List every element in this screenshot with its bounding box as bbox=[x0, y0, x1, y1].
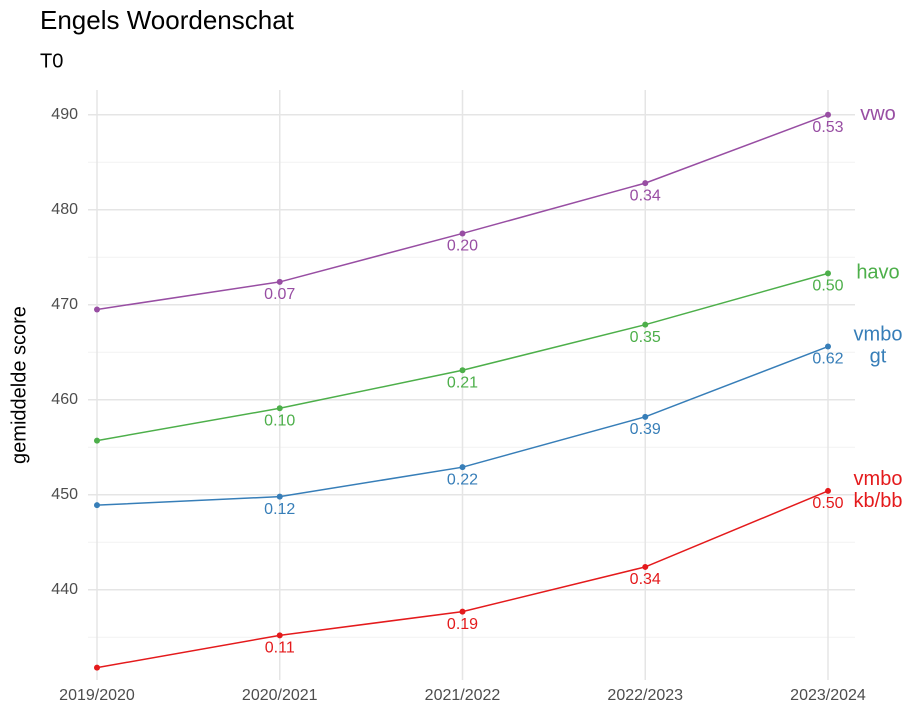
data-point bbox=[276, 278, 283, 285]
x-tick-label: 2020/2021 bbox=[242, 687, 318, 704]
data-point bbox=[94, 306, 100, 313]
data-point bbox=[276, 493, 283, 500]
data-point bbox=[276, 632, 283, 639]
chart-subtitle: T0 bbox=[40, 50, 63, 72]
point-label: 0.10 bbox=[264, 412, 295, 429]
data-point bbox=[94, 664, 100, 671]
data-point bbox=[825, 343, 831, 350]
data-point bbox=[94, 502, 100, 509]
data-point bbox=[825, 270, 831, 277]
x-tick-label: 2022/2023 bbox=[607, 687, 683, 704]
y-tick-label: 470 bbox=[51, 296, 78, 313]
point-label: 0.21 bbox=[447, 374, 478, 391]
point-label: 0.12 bbox=[264, 501, 295, 518]
point-label: 0.22 bbox=[447, 471, 478, 488]
point-label: 0.07 bbox=[264, 286, 295, 303]
point-label: 0.35 bbox=[630, 329, 661, 346]
point-label: 0.62 bbox=[812, 351, 843, 368]
point-label: 0.50 bbox=[812, 495, 843, 512]
data-point bbox=[642, 563, 649, 570]
data-point bbox=[94, 437, 100, 444]
x-tick-label: 2019/2020 bbox=[59, 687, 135, 704]
y-tick-label: 450 bbox=[51, 486, 78, 503]
series-label: havo bbox=[856, 262, 899, 284]
y-tick-label: 480 bbox=[51, 201, 78, 218]
y-tick-label: 440 bbox=[51, 581, 78, 598]
point-label: 0.11 bbox=[265, 640, 295, 657]
y-tick-label: 490 bbox=[51, 106, 78, 123]
data-point bbox=[459, 608, 466, 615]
y-axis-label: gemiddelde score bbox=[8, 306, 30, 464]
data-point bbox=[825, 111, 831, 118]
x-tick-label: 2021/2022 bbox=[425, 687, 501, 704]
data-point bbox=[825, 487, 831, 494]
data-point bbox=[459, 367, 466, 374]
x-tick-label: 2023/2024 bbox=[790, 687, 866, 704]
point-label: 0.53 bbox=[812, 119, 843, 136]
point-label: 0.34 bbox=[630, 571, 661, 588]
data-point bbox=[459, 464, 466, 471]
y-tick-label: 460 bbox=[51, 391, 78, 408]
point-label: 0.34 bbox=[630, 187, 661, 204]
data-point bbox=[642, 180, 649, 187]
series-label: vwo bbox=[860, 103, 896, 125]
data-point bbox=[642, 413, 649, 420]
data-point bbox=[276, 405, 283, 412]
point-label: 0.50 bbox=[812, 278, 843, 295]
data-point bbox=[642, 321, 649, 328]
data-point bbox=[459, 230, 466, 237]
series-label: vmbo gt bbox=[854, 324, 903, 368]
point-label: 0.20 bbox=[447, 238, 478, 255]
chart-title: Engels Woordenschat bbox=[40, 5, 295, 35]
point-label: 0.19 bbox=[447, 616, 478, 633]
series-label: vmbo kb/bb bbox=[854, 468, 903, 512]
point-label: 0.39 bbox=[630, 421, 661, 438]
